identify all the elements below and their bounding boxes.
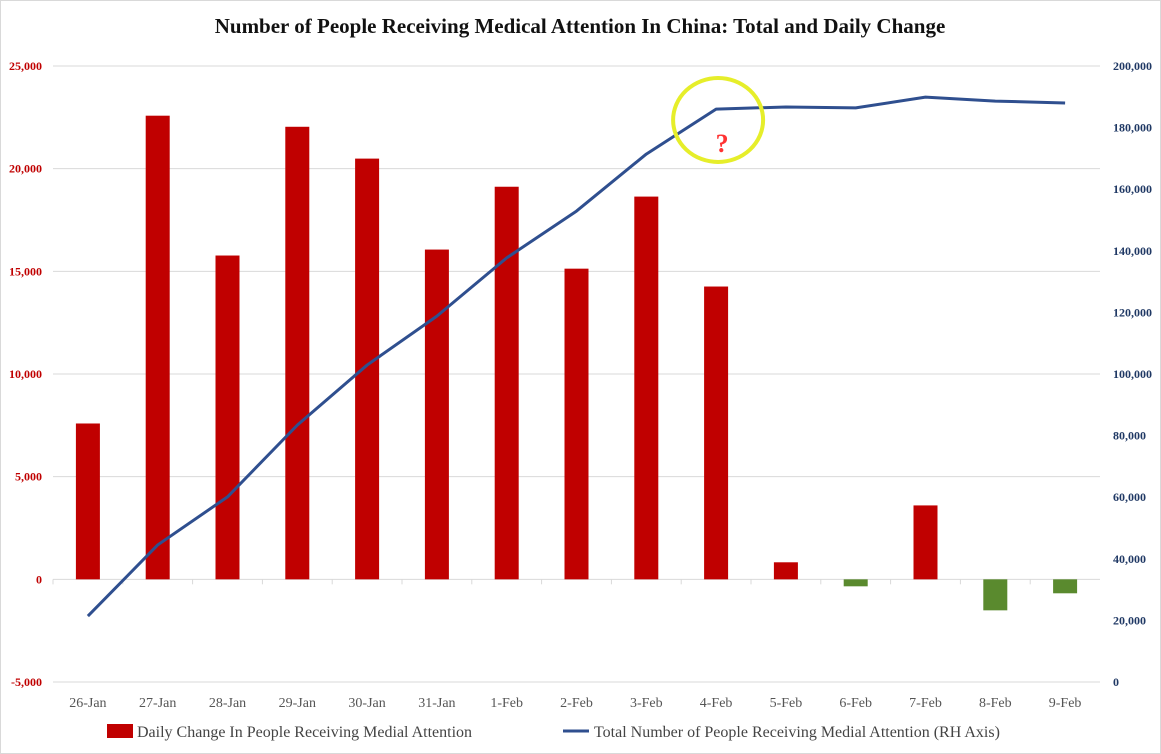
bar bbox=[843, 579, 868, 587]
legend-bar-swatch bbox=[107, 724, 133, 738]
bar bbox=[913, 505, 938, 580]
bar bbox=[1053, 579, 1078, 594]
bar bbox=[634, 196, 659, 580]
left-axis-tick: 25,000 bbox=[9, 59, 42, 73]
bar bbox=[145, 115, 170, 580]
right-axis-tick: 0 bbox=[1113, 675, 1119, 689]
x-axis-label: 28-Jan bbox=[209, 696, 246, 711]
left-axis-tick: 0 bbox=[36, 572, 42, 586]
right-axis-tick: 120,000 bbox=[1113, 305, 1152, 319]
annotation-circle bbox=[671, 76, 766, 164]
bar bbox=[75, 423, 100, 580]
x-axis-label: 3-Feb bbox=[630, 696, 663, 711]
x-axis-label: 8-Feb bbox=[979, 696, 1012, 711]
left-axis-tick: 5,000 bbox=[15, 470, 42, 484]
right-axis-tick: 100,000 bbox=[1113, 367, 1152, 381]
left-axis-tick: -5,000 bbox=[11, 675, 42, 689]
right-axis-tick: 200,000 bbox=[1113, 59, 1152, 73]
bar bbox=[424, 249, 449, 580]
bar bbox=[983, 579, 1008, 611]
right-axis-tick: 40,000 bbox=[1113, 552, 1146, 566]
bar bbox=[494, 186, 519, 580]
annotation-question-mark: ? bbox=[716, 129, 729, 158]
right-axis-tick: 20,000 bbox=[1113, 613, 1146, 627]
right-axis-tick: 160,000 bbox=[1113, 182, 1152, 196]
legend-bar-label: Daily Change In People Receiving Medial … bbox=[137, 724, 472, 741]
bar bbox=[564, 268, 589, 580]
x-axis-label: 29-Jan bbox=[279, 696, 316, 711]
chart-title: Number of People Receiving Medical Atten… bbox=[215, 14, 946, 38]
right-axis-tick: 140,000 bbox=[1113, 244, 1152, 258]
left-axis-tick: 10,000 bbox=[9, 367, 42, 381]
right-axis-tick: 180,000 bbox=[1113, 121, 1152, 135]
legend-line-label: Total Number of People Receiving Medial … bbox=[594, 724, 1000, 741]
right-axis-tick: 60,000 bbox=[1113, 490, 1146, 504]
bar bbox=[285, 126, 310, 580]
x-axis-label: 4-Feb bbox=[700, 696, 733, 711]
x-axis-label: 1-Feb bbox=[490, 696, 523, 711]
x-axis-label: 5-Feb bbox=[770, 696, 803, 711]
left-axis-tick: 20,000 bbox=[9, 162, 42, 176]
x-axis-label: 27-Jan bbox=[139, 696, 176, 711]
x-axis-label: 7-Feb bbox=[909, 696, 942, 711]
bar bbox=[215, 255, 240, 580]
x-axis-label: 9-Feb bbox=[1049, 696, 1082, 711]
x-axis-label: 26-Jan bbox=[69, 696, 106, 711]
bar bbox=[773, 562, 798, 580]
bar bbox=[355, 158, 380, 580]
right-axis-tick: 80,000 bbox=[1113, 429, 1146, 443]
left-axis-tick: 15,000 bbox=[9, 264, 42, 278]
x-axis-label: 31-Jan bbox=[418, 696, 455, 711]
bar bbox=[704, 286, 729, 580]
x-axis-label: 6-Feb bbox=[839, 696, 872, 711]
x-axis-label: 2-Feb bbox=[560, 696, 593, 711]
x-axis-label: 30-Jan bbox=[348, 696, 385, 711]
